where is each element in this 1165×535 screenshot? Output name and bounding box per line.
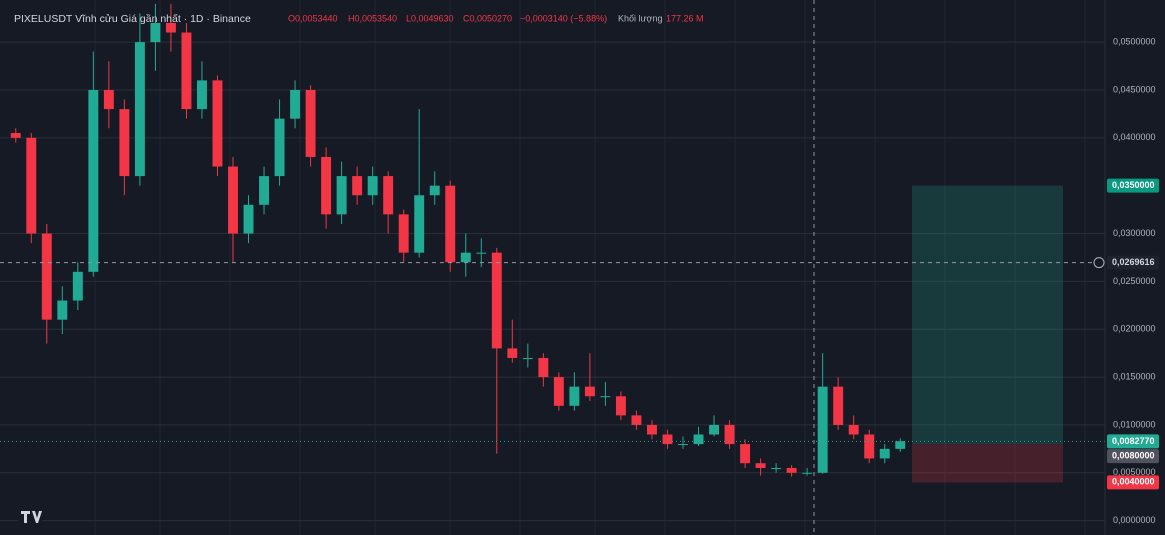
candle-body — [165, 22, 176, 33]
candle-body — [305, 89, 316, 157]
candle-body — [150, 22, 161, 43]
candle-body — [290, 89, 301, 119]
candle-body — [569, 386, 580, 406]
stop-label-bg — [1107, 475, 1159, 490]
candle-body — [274, 118, 285, 177]
y-tick-label: 0,0300000 — [1113, 228, 1156, 238]
candle-body — [631, 415, 642, 425]
candle-body — [367, 176, 378, 196]
volume-label: Khối lượng — [618, 13, 662, 23]
candle-body — [134, 42, 145, 177]
candle-body — [584, 386, 595, 397]
candle-body — [119, 109, 130, 177]
candle-body — [398, 214, 409, 253]
y-tick-label: 0,0250000 — [1113, 276, 1156, 286]
candle-body — [709, 424, 719, 435]
candle-body — [259, 176, 269, 205]
candle-body — [724, 424, 735, 445]
candle-body — [491, 252, 502, 349]
candle-body — [460, 252, 471, 263]
last-price-label-bg — [1107, 434, 1159, 449]
candle-body — [879, 448, 890, 459]
y-tick-label: 0,0200000 — [1113, 324, 1156, 334]
candle-body — [103, 89, 114, 110]
candle-body — [615, 396, 626, 416]
candle-body — [414, 195, 425, 253]
candle-body — [212, 80, 223, 167]
candle-body — [26, 137, 37, 234]
tv-logo — [18, 508, 42, 526]
candle-body — [352, 176, 363, 196]
symbol: PIXELUSDT Vĩnh cửu Giá gần nhất · 1D · B… — [14, 13, 251, 25]
candle-body — [802, 472, 813, 474]
logo-mark — [21, 511, 42, 523]
crosshair-label-bg — [1107, 255, 1159, 270]
last-price-label: 0,0082770 — [1112, 436, 1155, 446]
ohlc-value: L0,0049630 — [406, 13, 454, 23]
ohlc-values: O0,0053440 H0,0053540 L0,0049630 C0,0050270… — [288, 13, 704, 23]
entry-label: 0,0080000 — [1112, 450, 1155, 460]
ohlc-value: C0,0050270 — [463, 13, 512, 23]
candle-body — [243, 204, 254, 234]
candle-body — [10, 133, 21, 138]
target-label-bg — [1107, 178, 1159, 193]
candle-body — [693, 434, 704, 445]
candle-body — [786, 468, 797, 473]
candle-body — [833, 386, 844, 425]
candle-body — [662, 434, 673, 445]
y-tick-label: 0,0150000 — [1113, 371, 1156, 381]
loss-zone — [912, 444, 1063, 483]
candle-body — [895, 441, 906, 449]
candle-body — [383, 176, 394, 215]
ohlc-value: −0,0003140 (−5.88%) — [520, 13, 607, 23]
crosshair-plus — [1093, 257, 1105, 269]
candle-body — [72, 271, 83, 301]
candle-body — [678, 444, 688, 446]
candle-body — [755, 463, 766, 469]
candle-body — [336, 176, 347, 215]
candle-body — [476, 252, 487, 254]
candle-body — [600, 396, 611, 398]
ohlc-value: H0,0053540 — [348, 13, 397, 23]
candle-body — [647, 424, 657, 435]
candle-body — [88, 89, 99, 272]
candle-body — [817, 386, 828, 473]
y-tick-label: 0,0500000 — [1113, 36, 1156, 46]
candle-body — [740, 444, 751, 464]
plot — [0, 3, 1105, 483]
candle-body — [522, 357, 533, 359]
candle-body — [197, 80, 207, 110]
candle-body — [181, 32, 192, 110]
ohlc-value: O0,0053440 — [288, 13, 338, 23]
candle-body — [507, 348, 518, 358]
candle-body — [321, 156, 332, 215]
candle-body — [864, 434, 875, 459]
target-label: 0,0350000 — [1112, 180, 1155, 190]
crosshair-label: 0,0269616 — [1112, 257, 1155, 267]
candle-body — [848, 424, 859, 435]
y-tick-label: 0,0050000 — [1113, 467, 1156, 477]
candle-body — [57, 300, 68, 320]
candle-body — [538, 357, 549, 378]
axis-labels: 0,0000000 0,0050000 0,0100000 0,0150000 0,02… — [1113, 36, 1156, 525]
candle-body — [228, 166, 238, 234]
y-tick-label: 0,0000000 — [1113, 515, 1156, 525]
entry-label-bg — [1107, 449, 1159, 464]
candle-body — [771, 468, 782, 470]
candle-body — [41, 233, 52, 320]
volume-value: 177.26 M — [666, 13, 704, 23]
profit-zone — [912, 185, 1063, 445]
y-tick-label: 0,0100000 — [1113, 419, 1156, 429]
y-tick-label: 0,0400000 — [1113, 132, 1156, 142]
y-tick-label: 0,0450000 — [1113, 84, 1156, 94]
candle-body — [429, 185, 440, 196]
stop-label: 0,0040000 — [1112, 477, 1155, 487]
candle-body — [553, 377, 564, 406]
candle-body — [445, 185, 456, 263]
